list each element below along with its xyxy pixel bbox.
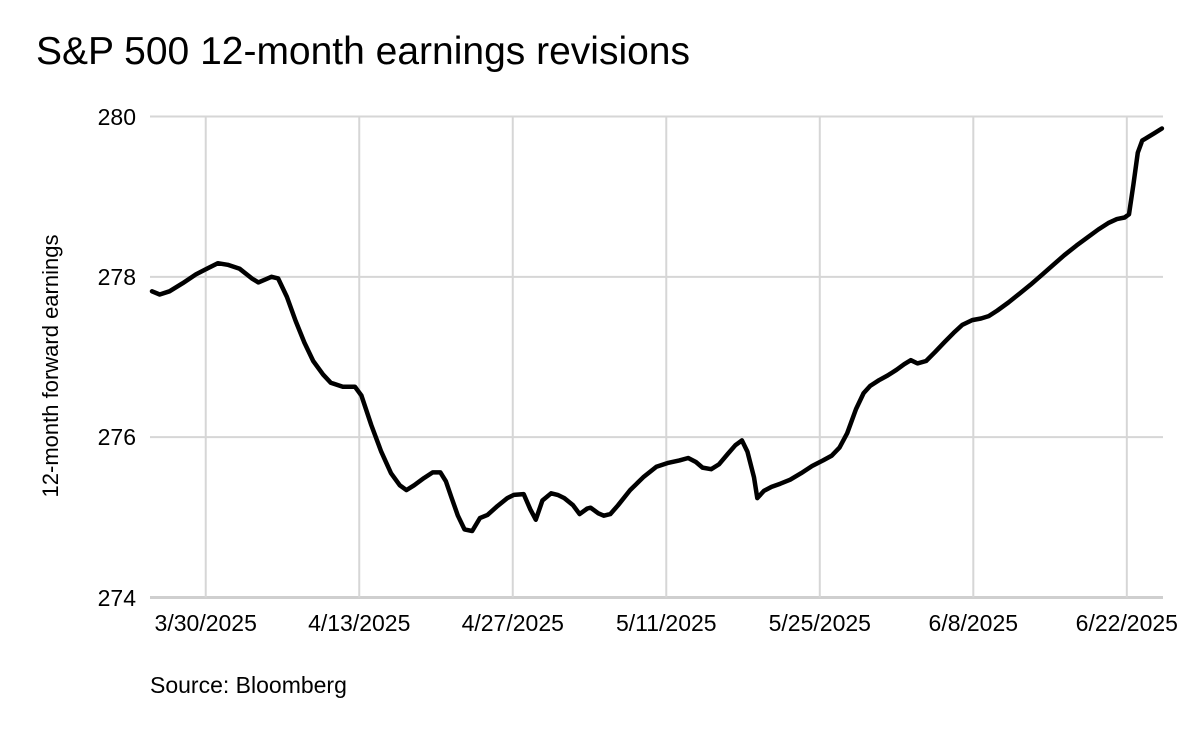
x-tick-label: 5/11/2025 [615, 610, 717, 636]
chart-title: S&P 500 12-month earnings revisions [36, 30, 690, 73]
x-tick-label: 6/8/2025 [928, 610, 1019, 636]
y-tick-label: 278 [97, 263, 136, 290]
series-line [149, 126, 1165, 534]
x-tick-label: 4/27/2025 [461, 610, 564, 636]
earnings-line-series [149, 126, 1165, 534]
x-tick-label: 3/30/2025 [154, 610, 257, 636]
y-tick-label: 280 [97, 103, 136, 130]
x-tick-label: 5/25/2025 [768, 610, 871, 636]
y-tick-label: 274 [97, 584, 136, 611]
x-tick-label: 6/22/2025 [1075, 610, 1178, 636]
y-tick-label: 276 [97, 424, 136, 451]
source-note: Source: Bloomberg [150, 672, 347, 698]
x-tick-label: 4/13/2025 [308, 610, 411, 636]
gridlines [150, 115, 1163, 599]
